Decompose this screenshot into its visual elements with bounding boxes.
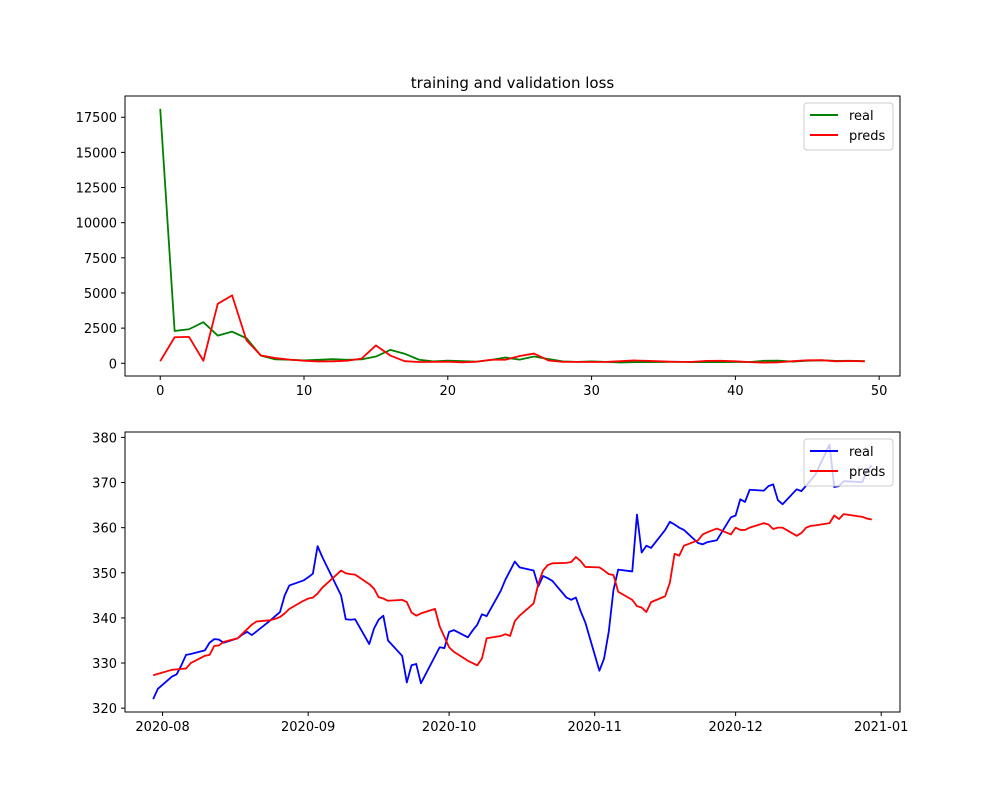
x-tick-label: 2020-09 <box>281 720 335 735</box>
price-chart: 2020-08 2020-09 2020-10 2020-11 2020-12 2021-… <box>92 431 908 735</box>
x-tick-label: 30 <box>583 384 600 399</box>
loss-chart-legend: real preds <box>803 102 894 151</box>
loss-chart-x-axis: 0 10 20 30 40 50 <box>156 376 887 399</box>
y-tick-label: 10000 <box>76 217 117 232</box>
y-tick-label: 380 <box>92 431 117 446</box>
x-tick-label: 40 <box>727 384 744 399</box>
series-line-preds <box>159 294 865 364</box>
y-tick-label: 340 <box>92 612 117 627</box>
x-tick-label: 2021-01 <box>854 720 908 735</box>
legend-label-real: real <box>849 109 874 124</box>
series-line-real <box>152 443 873 700</box>
legend-label-preds: preds <box>849 129 886 144</box>
loss-chart: training and validation loss 0 10 20 30 40 50… <box>76 74 901 399</box>
price-chart-x-axis: 2020-08 2020-09 2020-10 2020-11 2020-12 2021-… <box>135 712 908 735</box>
price-chart-legend: real preds <box>803 438 894 487</box>
y-tick-label: 360 <box>92 522 117 537</box>
y-tick-label: 320 <box>92 702 117 717</box>
x-tick-label: 50 <box>871 384 888 399</box>
y-tick-label: 0 <box>109 357 117 372</box>
y-tick-label: 330 <box>92 657 117 672</box>
y-tick-label: 7500 <box>84 252 117 267</box>
x-tick-label: 2020-11 <box>568 720 622 735</box>
legend-label-preds: preds <box>849 465 886 480</box>
legend-label-real: real <box>849 445 874 460</box>
y-tick-label: 370 <box>92 477 117 492</box>
y-tick-label: 17500 <box>76 111 117 126</box>
y-tick-label: 5000 <box>84 287 117 302</box>
x-tick-label: 10 <box>296 384 313 399</box>
series-line-preds <box>152 513 872 677</box>
loss-chart-y-axis: 0 2500 5000 7500 10000 12500 15000 17500 <box>76 111 125 372</box>
price-chart-y-axis: 320 330 340 350 360 370 380 <box>92 431 125 717</box>
x-tick-label: 2020-12 <box>708 720 762 735</box>
price-chart-series <box>152 443 873 700</box>
x-tick-label: 0 <box>156 384 164 399</box>
loss-chart-title: training and validation loss <box>411 74 615 92</box>
y-tick-label: 2500 <box>84 322 117 337</box>
y-tick-label: 350 <box>92 567 117 582</box>
loss-chart-series <box>159 108 865 364</box>
price-chart-frame <box>124 431 901 713</box>
x-tick-label: 2020-10 <box>422 720 476 735</box>
x-tick-label: 20 <box>440 384 457 399</box>
x-tick-label: 2020-08 <box>135 720 189 735</box>
y-tick-label: 12500 <box>76 182 117 197</box>
y-tick-label: 15000 <box>76 146 117 161</box>
loss-chart-frame <box>124 95 901 377</box>
